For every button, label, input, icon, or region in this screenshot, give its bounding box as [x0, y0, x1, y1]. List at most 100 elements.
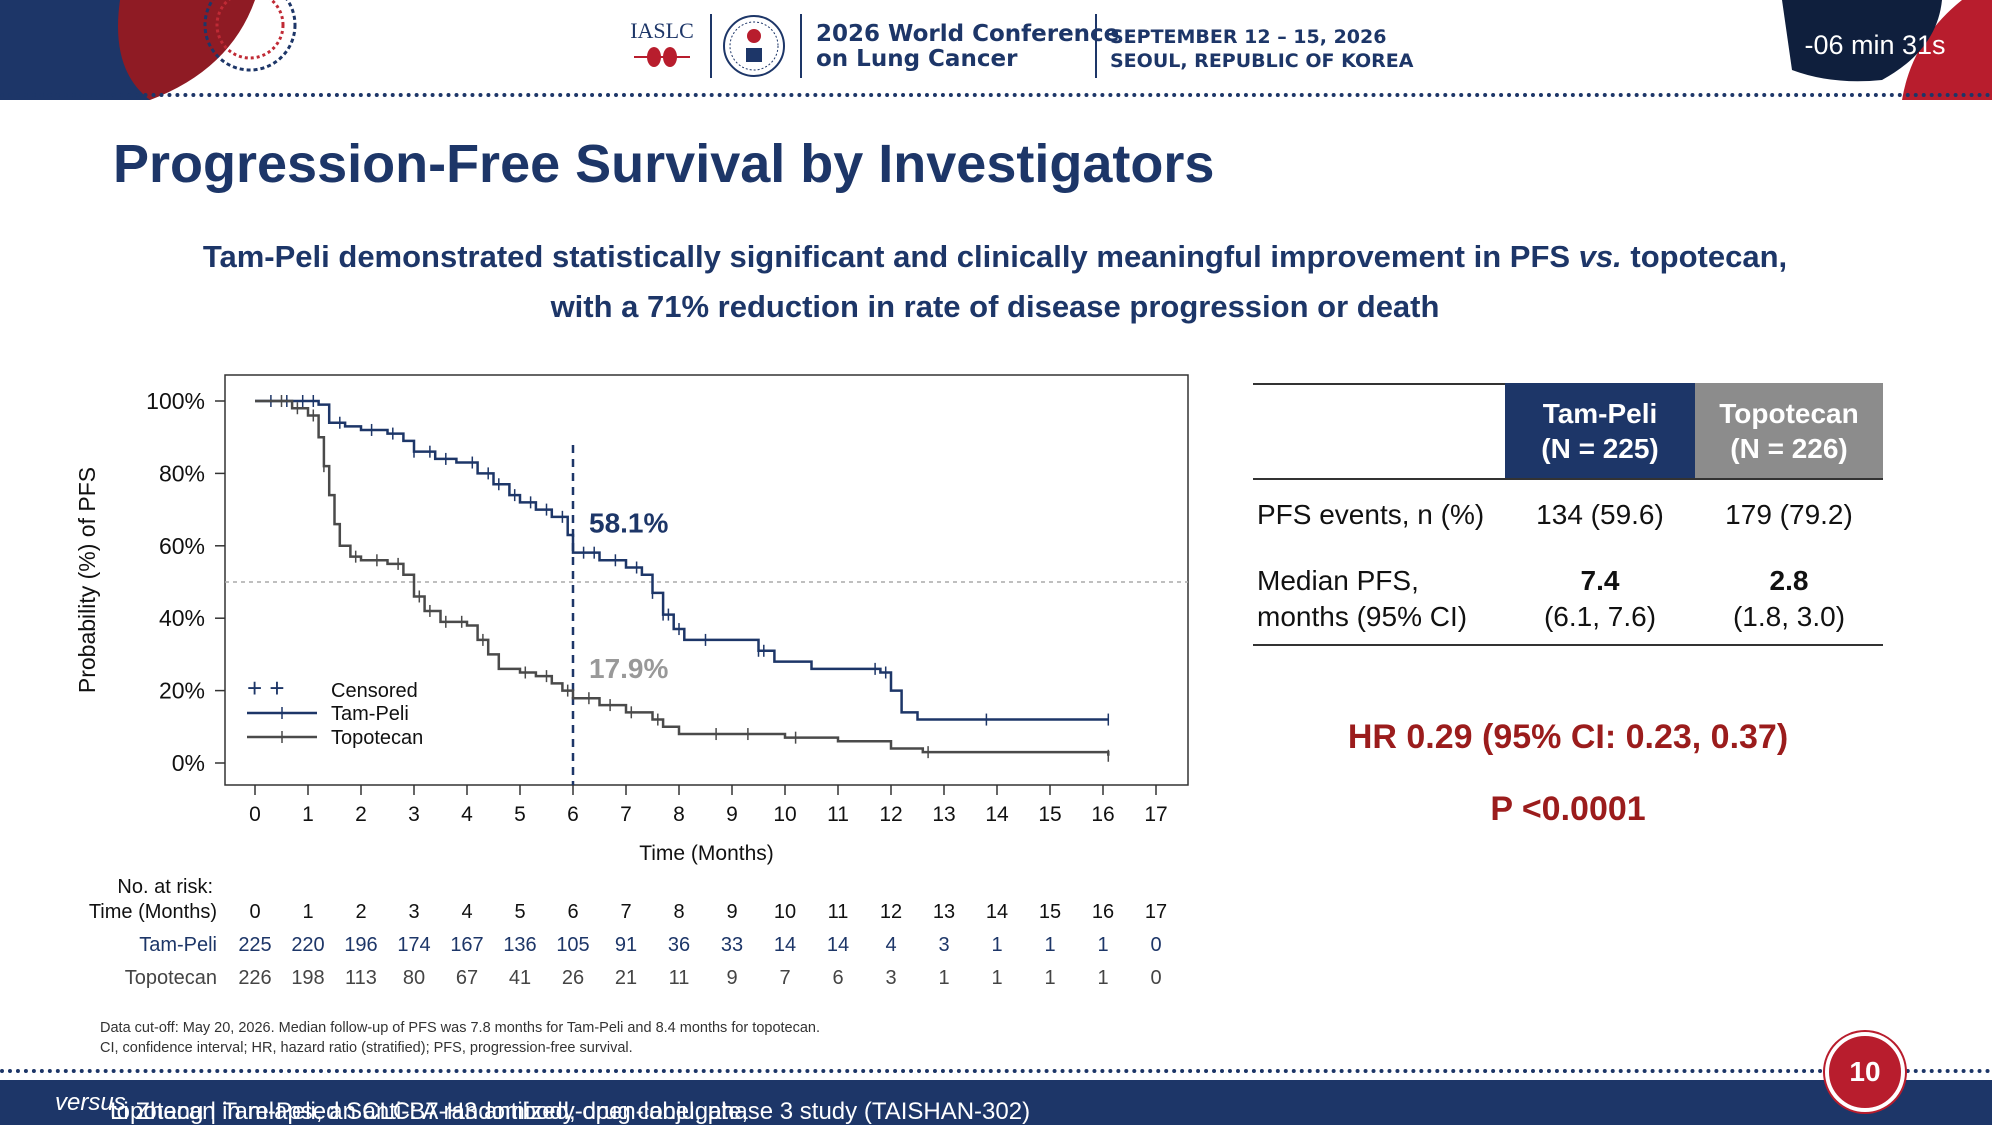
y-tick-label: 80%	[159, 460, 205, 486]
tampeli-header-n: (N = 225)	[1541, 433, 1659, 464]
tam-peli-6mo-rate-label: 58.1%	[589, 508, 668, 539]
risk-table-time: 6	[567, 901, 578, 923]
risk-table-time: 10	[774, 901, 796, 923]
subtitle-line1-text: Tam-Peli demonstrated statistically sign…	[202, 239, 1579, 274]
conference-name: 2026 World Conference on Lung Cancer	[816, 22, 1119, 72]
risk-count-tam-peli: 174	[397, 934, 430, 956]
summary-table: Tam-Peli (N = 225) Topotecan (N = 226) P…	[1253, 383, 1883, 646]
risk-count-topotecan: 11	[669, 967, 690, 989]
x-tick-label: 17	[1144, 803, 1167, 826]
subtitle-line2: with a 71% reduction in rate of disease …	[550, 289, 1440, 324]
risk-count-tam-peli: 1	[1044, 934, 1055, 956]
risk-table-time-label: Time (Months)	[89, 901, 217, 923]
risk-count-tam-peli: 136	[503, 934, 536, 956]
risk-count-topotecan: 9	[726, 967, 737, 989]
risk-count-topotecan: 3	[885, 967, 896, 989]
risk-count-tam-peli: 4	[885, 934, 896, 956]
x-tick-label: 12	[879, 803, 902, 826]
footnote: Data cut-off: May 20, 2026. Median follo…	[100, 1018, 820, 1058]
risk-row-label-topotecan: Topotecan	[125, 967, 217, 989]
x-tick-label: 16	[1091, 803, 1114, 826]
header-separator	[710, 14, 712, 78]
topotecan-header-cell: Topotecan (N = 226)	[1695, 383, 1883, 478]
y-tick-label: 40%	[159, 605, 205, 631]
wclc-emblem-icon	[722, 14, 786, 78]
table-header-rule	[1253, 478, 1883, 480]
risk-count-topotecan: 1	[938, 967, 949, 989]
subtitle-line1: Tam-Peli demonstrated statistically sign…	[100, 232, 1890, 282]
risk-count-tam-peli: 14	[774, 934, 796, 956]
y-tick-label: 100%	[146, 388, 205, 414]
x-tick-label: 0	[249, 803, 261, 826]
risk-table-time: 15	[1039, 901, 1061, 923]
x-tick-label: 3	[408, 803, 420, 826]
footer-bar: Li Zhang | Tam-Peli, an anti-B7-H3 antib…	[0, 1080, 1992, 1125]
tampeli-median-ci: (6.1, 7.6)	[1543, 601, 1657, 632]
risk-count-tam-peli: 1	[1097, 934, 1108, 956]
header-separator	[800, 14, 802, 78]
iaslc-logo-text: IASLC	[630, 18, 694, 43]
risk-table-time: 14	[986, 901, 1008, 923]
risk-count-tam-peli: 196	[344, 934, 377, 956]
risk-count-topotecan: 7	[779, 967, 790, 989]
y-tick-label: 20%	[159, 678, 205, 704]
lungs-icon	[634, 47, 690, 67]
risk-count-tam-peli: 14	[827, 934, 849, 956]
conference-location: SEOUL, REPUBLIC OF KOREA	[1110, 50, 1414, 72]
km-plot-area: 0%20%40%60%80%100%0 1 2 3 4 5 6 7 8 9 10 11 12 13 14 15…	[74, 374, 1189, 989]
row-label-pfs-events: PFS events, n (%)	[1257, 499, 1485, 530]
risk-count-tam-peli: 220	[291, 934, 324, 956]
topotecan-header-n: (N = 226)	[1730, 433, 1848, 464]
row-label-median-pfs: Median PFS, months (95% CI)	[1257, 563, 1467, 635]
risk-count-tam-peli: 105	[556, 934, 589, 956]
topotecan-pfs-events: 179 (79.2)	[1725, 499, 1853, 530]
footer-citation-end: topotecan in relapsed SCLC: A randomized…	[110, 1098, 1031, 1125]
risk-count-tam-peli: 91	[615, 934, 637, 956]
x-tick-label: 13	[932, 803, 955, 826]
risk-row-label-tam-peli: Tam-Peli	[139, 934, 217, 956]
risk-table-time: 4	[461, 901, 472, 923]
slide-title: Progression-Free Survival by Investigato…	[113, 134, 1215, 194]
tampeli-pfs-events: 134 (59.6)	[1536, 499, 1664, 530]
risk-count-topotecan: 80	[403, 967, 425, 989]
risk-count-tam-peli: 167	[450, 934, 483, 956]
legend-tam-peli-label: Tam-Peli	[331, 703, 409, 725]
conference-name-line1: 2026 World Conference	[816, 21, 1120, 47]
risk-table-time: 8	[673, 901, 684, 923]
topotecan-header-name: Topotecan	[1719, 398, 1859, 429]
x-tick-label: 8	[673, 803, 685, 826]
topotecan-median-pfs: 2.8 (1.8, 3.0)	[1695, 563, 1883, 635]
risk-count-topotecan: 1	[1044, 967, 1055, 989]
legend-censor-icon: + +	[247, 673, 285, 703]
table-bottom-rule	[1253, 644, 1883, 646]
topotecan-median-value: 2.8	[1769, 565, 1809, 596]
x-tick-label: 7	[620, 803, 632, 826]
risk-table-time: 2	[355, 901, 366, 923]
tampeli-median-value: 7.4	[1580, 565, 1620, 596]
risk-table-time: 11	[828, 901, 849, 923]
risk-table-time: 5	[514, 901, 525, 923]
risk-table-time: 1	[302, 901, 313, 923]
risk-table-time: 12	[880, 901, 902, 923]
x-tick-label: 15	[1038, 803, 1061, 826]
footnote-line2: CI, confidence interval; HR, hazard rati…	[100, 1040, 633, 1056]
conference-dates: SEPTEMBER 12 – 15, 2026 SEOUL, REPUBLIC …	[1110, 25, 1413, 73]
legend-topotecan-label: Topotecan	[331, 727, 423, 749]
tampeli-header-name: Tam-Peli	[1542, 398, 1658, 429]
risk-table-time: 7	[620, 901, 631, 923]
median-pfs-label: Median PFS,	[1257, 565, 1419, 596]
tam-peli-curve	[255, 399, 1109, 721]
conference-dates-line1: SEPTEMBER 12 – 15, 2026	[1110, 26, 1387, 48]
header-left-decoration	[0, 0, 320, 100]
y-tick-label: 60%	[159, 533, 205, 559]
risk-table-time: 9	[726, 901, 737, 923]
header-right-decoration	[1762, 0, 1992, 100]
x-tick-label: 5	[514, 803, 526, 826]
risk-table-time: 3	[408, 901, 419, 923]
p-value: P <0.0001	[1490, 790, 1646, 828]
risk-count-topotecan: 26	[562, 967, 584, 989]
x-tick-label: 9	[726, 803, 738, 826]
x-tick-label: 6	[567, 803, 579, 826]
risk-count-topotecan: 226	[238, 967, 271, 989]
risk-count-topotecan: 0	[1150, 967, 1161, 989]
